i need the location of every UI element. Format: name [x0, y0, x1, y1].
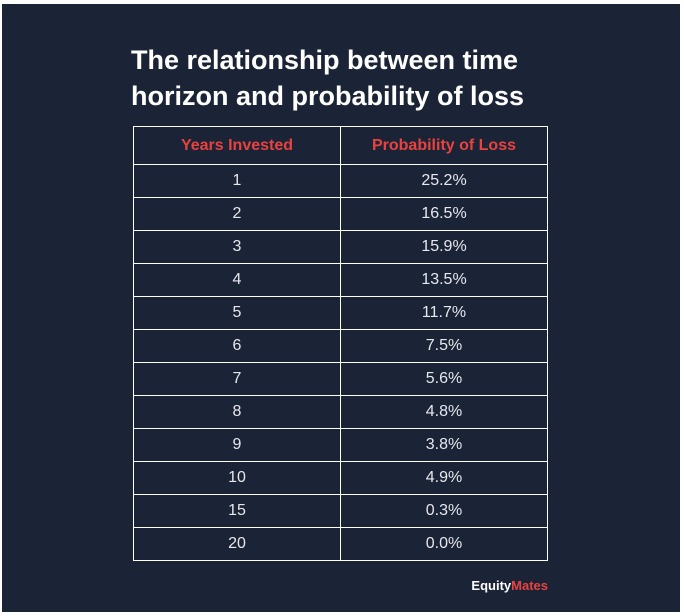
title: The relationship between time horizon an…	[131, 45, 525, 111]
header-row: Years Invested Probability of Loss	[133, 126, 548, 165]
table-row: 1 25.2%	[133, 164, 548, 198]
table-row: 15 0.3%	[133, 494, 548, 528]
table-cell: 20	[133, 527, 341, 561]
table-cell: 16.5%	[340, 197, 548, 231]
table-cell: 0.0%	[340, 527, 548, 561]
table-cell: 25.2%	[340, 164, 548, 198]
table-cell: 1	[133, 164, 341, 198]
column-header: Probability of Loss	[340, 126, 548, 165]
column-header: Years Invested	[133, 126, 341, 165]
table-row: 8 4.8%	[133, 395, 548, 429]
table-row: 3 15.9%	[133, 230, 548, 264]
table-cell: 4	[133, 263, 341, 297]
table-cell: 0.3%	[340, 494, 548, 528]
table-cell: 9	[133, 428, 341, 462]
table-cell: 13.5%	[340, 263, 548, 297]
table-cell: 5	[133, 296, 341, 330]
table-body: 1 25.2% 2 16.5% 3 15.9% 4 13.5% 5 11.7% 6 7.5% 7 5.6%…	[133, 164, 548, 561]
table-row: 6 7.5%	[133, 329, 548, 363]
probability-table: Years Invested Probability of Loss 1 25.2%…	[133, 126, 548, 561]
table-cell: 7	[133, 362, 341, 396]
table-row: 2 16.5%	[133, 197, 548, 231]
table-cell: 2	[133, 197, 341, 231]
table-cell: 10	[133, 461, 341, 495]
table-row: 10 4.9%	[133, 461, 548, 495]
table-cell: 3	[133, 230, 341, 264]
table-row: 5 11.7%	[133, 296, 548, 330]
table-row: 20 0.0%	[133, 527, 548, 561]
table-cell: 11.7%	[340, 296, 548, 330]
table-cell: 4.8%	[340, 395, 548, 429]
table-row: 7 5.6%	[133, 362, 548, 396]
table-cell: 5.6%	[340, 362, 548, 396]
logo-part: Mates	[511, 578, 548, 593]
logo-part: Equity	[471, 578, 512, 593]
table-row: 9 3.8%	[133, 428, 548, 462]
table-cell: 15.9%	[340, 230, 548, 264]
table-cell: 4.9%	[340, 461, 548, 495]
table-row: 4 13.5%	[133, 263, 548, 297]
table-cell: 3.8%	[340, 428, 548, 462]
table-cell: 8	[133, 395, 341, 429]
table-cell: 15	[133, 494, 341, 528]
table-cell: 6	[133, 329, 341, 363]
table-cell: 7.5%	[340, 329, 548, 363]
logo: EquityMates	[471, 578, 548, 593]
